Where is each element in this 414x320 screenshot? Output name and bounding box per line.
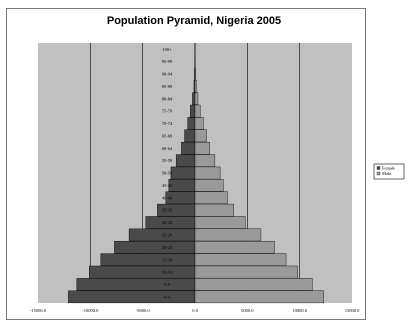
bar-female xyxy=(184,129,196,143)
category-label: 35-39 xyxy=(162,208,173,213)
category-label: 70-74 xyxy=(162,121,173,126)
bar-male xyxy=(194,203,234,217)
category-label: 80-84 xyxy=(162,96,173,101)
category-label: 95-99 xyxy=(162,59,173,64)
x-tick-label: -10000.0 xyxy=(82,308,99,313)
bar-male xyxy=(194,241,275,254)
bar-female xyxy=(181,141,196,155)
bars xyxy=(68,42,324,304)
bar-female xyxy=(192,92,196,105)
category-label: 15-19 xyxy=(162,257,173,262)
x-tick-label: -5000.0 xyxy=(136,308,151,313)
x-tick-label: 0.0 xyxy=(192,308,198,313)
bar-female xyxy=(76,278,196,291)
bar-female xyxy=(89,265,196,279)
legend-swatch-male xyxy=(376,171,381,176)
category-label: 50-54 xyxy=(162,171,173,176)
x-tick-label: 5000.0 xyxy=(241,308,254,313)
category-label: 75-79 xyxy=(162,109,173,114)
bar-male xyxy=(194,129,207,143)
bar-male xyxy=(194,179,224,192)
bar-female xyxy=(168,179,196,192)
category-label: 25-29 xyxy=(162,233,173,238)
category-label: 5-9 xyxy=(164,282,171,287)
x-axis-tick-labels: -15000.0 -10000.0 -5000.0 0.0 5000.0 10000.0 1… xyxy=(30,308,360,313)
bar-male xyxy=(194,104,201,118)
bar-female xyxy=(175,154,196,167)
category-label: 40-44 xyxy=(162,195,173,200)
category-label: 65-69 xyxy=(162,133,173,138)
category-label: 55-59 xyxy=(162,158,173,163)
category-label: 90-94 xyxy=(162,72,173,77)
category-label: 100+ xyxy=(162,47,172,52)
bar-male xyxy=(194,166,221,180)
legend-box xyxy=(373,163,405,180)
bar-male xyxy=(194,253,287,266)
bar-male xyxy=(194,216,246,229)
legend-swatch-female xyxy=(376,166,381,170)
bar-female xyxy=(190,104,196,118)
category-label: 0-4 xyxy=(164,294,171,299)
category-label: 30-34 xyxy=(162,220,173,225)
bar-female xyxy=(100,253,196,266)
category-label: 85-89 xyxy=(162,84,173,89)
bar-male xyxy=(194,278,313,291)
bar-female xyxy=(68,290,196,304)
legend-label-female: Female xyxy=(382,165,395,170)
x-tick-label: 15000.0 xyxy=(345,308,360,313)
bar-female xyxy=(170,166,196,180)
bar-male xyxy=(194,228,262,242)
bar-male xyxy=(194,290,324,304)
bar-male xyxy=(194,141,210,155)
bar-male xyxy=(194,80,197,93)
category-label: 10-14 xyxy=(162,270,173,275)
bar-male xyxy=(194,67,196,81)
x-tick-label: -15000.0 xyxy=(30,308,47,313)
category-labels: 0-4 5-9 10-14 15-19 20-24 25-29 30-34 35-39 40-4… xyxy=(162,47,173,300)
bar-male xyxy=(194,265,298,279)
bar-female xyxy=(114,241,196,254)
legend-label-male: Male xyxy=(382,171,391,176)
category-label: 45-49 xyxy=(162,183,173,188)
bar-male xyxy=(194,191,228,205)
bar-male xyxy=(194,92,199,105)
category-label: 20-24 xyxy=(162,245,173,250)
bar-male xyxy=(194,154,216,167)
bar-female xyxy=(187,117,196,130)
chart-title: Population Pyramid, Nigeria 2005 xyxy=(106,15,282,27)
category-label: 60-64 xyxy=(162,146,173,151)
bar-male xyxy=(194,117,204,130)
x-tick-label: 10000.0 xyxy=(292,308,307,313)
